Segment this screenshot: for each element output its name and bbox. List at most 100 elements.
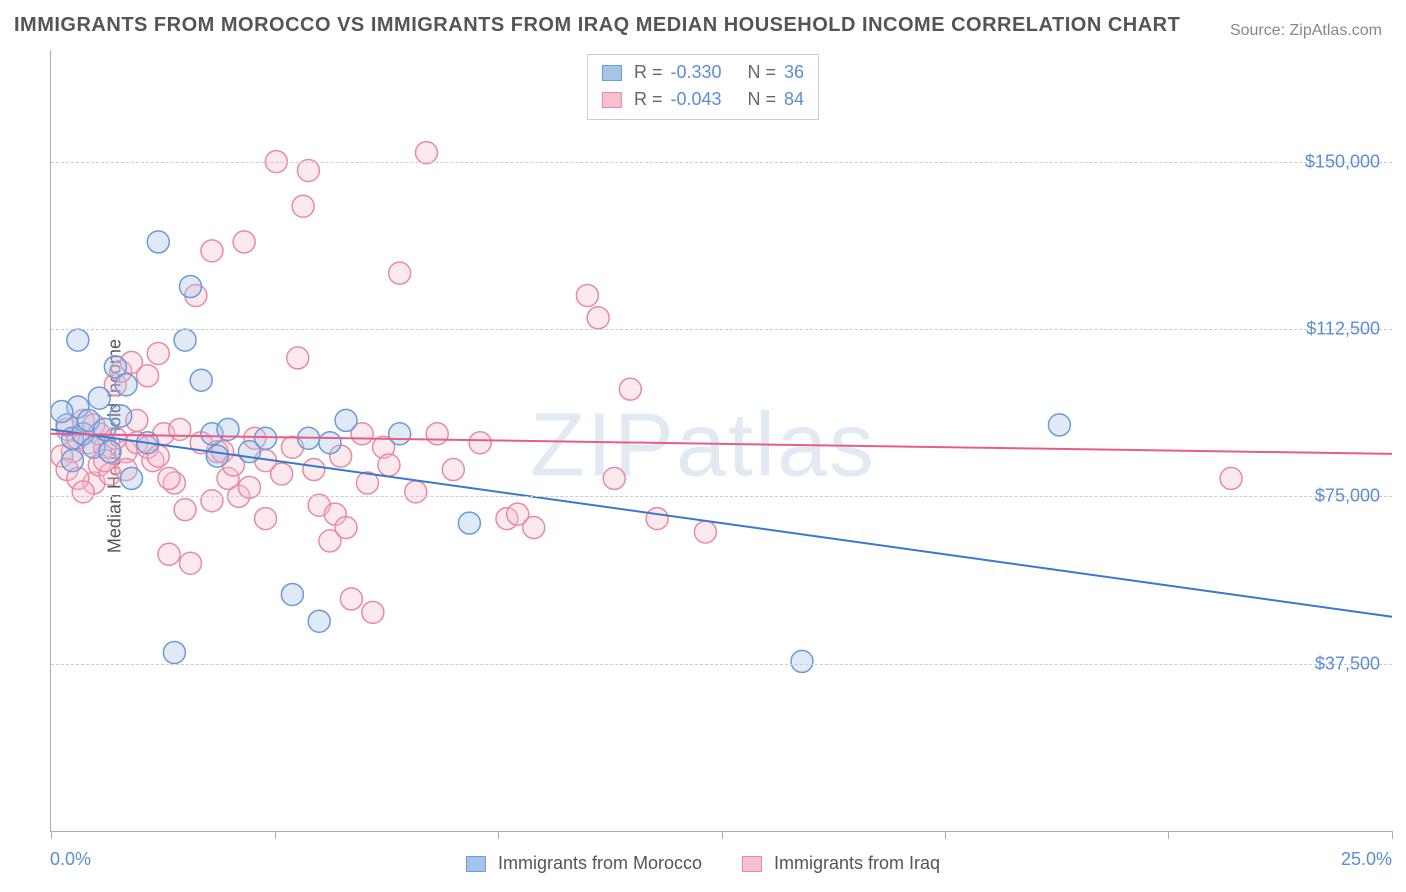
scatter-point <box>576 284 598 306</box>
scatter-point <box>281 583 303 605</box>
scatter-point <box>335 517 357 539</box>
x-tick <box>275 831 276 839</box>
scatter-point <box>72 481 94 503</box>
scatter-point <box>158 467 180 489</box>
N-label: N = <box>748 59 777 86</box>
scatter-point <box>115 374 137 396</box>
R-label: R = <box>634 86 663 113</box>
scatter-point <box>619 378 641 400</box>
legend-swatch-iraq-bottom <box>742 856 762 872</box>
scatter-point <box>179 552 201 574</box>
scatter-point <box>110 405 132 427</box>
scatter-point <box>287 347 309 369</box>
scatter-point <box>335 409 357 431</box>
scatter-point <box>442 459 464 481</box>
y-tick-label: $150,000 <box>1305 151 1380 172</box>
scatter-point <box>426 423 448 445</box>
scatter-plot-svg <box>51 50 1392 831</box>
N-label: N = <box>748 86 777 113</box>
scatter-point <box>415 142 437 164</box>
x-tick <box>1392 831 1393 839</box>
legend-item-morocco: Immigrants from Morocco <box>466 853 702 874</box>
gridline <box>51 496 1392 497</box>
scatter-point <box>163 641 185 663</box>
N-value-morocco: 36 <box>784 59 804 86</box>
scatter-point <box>206 445 228 467</box>
x-tick <box>722 831 723 839</box>
scatter-point <box>271 463 293 485</box>
scatter-point <box>99 441 121 463</box>
source-link[interactable]: ZipAtlas.com <box>1290 22 1382 39</box>
x-tick <box>945 831 946 839</box>
scatter-point <box>67 329 89 351</box>
plot-area: $37,500 $75,000 $112,500 $150,000 <box>50 50 1392 832</box>
scatter-point <box>469 432 491 454</box>
legend-swatch-iraq <box>602 92 622 108</box>
scatter-point <box>523 517 545 539</box>
scatter-point <box>169 418 191 440</box>
scatter-point <box>147 231 169 253</box>
scatter-point <box>201 240 223 262</box>
scatter-point <box>88 387 110 409</box>
scatter-point <box>255 508 277 530</box>
scatter-point <box>297 159 319 181</box>
gridline <box>51 329 1392 330</box>
scatter-point <box>303 459 325 481</box>
correlation-legend: R = -0.330 N = 36 R = -0.043 N = 84 <box>587 54 819 120</box>
scatter-point <box>791 650 813 672</box>
scatter-point <box>389 262 411 284</box>
scatter-point <box>51 400 73 422</box>
scatter-point <box>120 467 142 489</box>
scatter-point <box>137 365 159 387</box>
R-value-iraq: -0.043 <box>670 86 721 113</box>
scatter-point <box>292 195 314 217</box>
scatter-point <box>255 427 277 449</box>
scatter-point <box>158 543 180 565</box>
scatter-point <box>389 423 411 445</box>
scatter-point <box>190 369 212 391</box>
scatter-point <box>233 231 255 253</box>
trend-line <box>51 429 1392 616</box>
scatter-point <box>61 450 83 472</box>
scatter-point <box>362 601 384 623</box>
scatter-point <box>646 508 668 530</box>
legend-swatch-morocco-bottom <box>466 856 486 872</box>
legend-row-iraq: R = -0.043 N = 84 <box>602 86 804 113</box>
source-label: Source: <box>1230 22 1290 39</box>
R-label: R = <box>634 59 663 86</box>
scatter-point <box>174 329 196 351</box>
scatter-point <box>1220 467 1242 489</box>
scatter-point <box>308 610 330 632</box>
scatter-point <box>405 481 427 503</box>
scatter-point <box>147 342 169 364</box>
x-tick <box>1168 831 1169 839</box>
series-legend: Immigrants from Morocco Immigrants from … <box>466 853 940 874</box>
scatter-point <box>238 476 260 498</box>
chart-title: IMMIGRANTS FROM MOROCCO VS IMMIGRANTS FR… <box>14 14 1180 37</box>
scatter-point <box>694 521 716 543</box>
scatter-point <box>1048 414 1070 436</box>
R-value-morocco: -0.330 <box>670 59 721 86</box>
scatter-point <box>179 276 201 298</box>
scatter-point <box>201 490 223 512</box>
legend-label-morocco: Immigrants from Morocco <box>498 853 702 874</box>
scatter-point <box>378 454 400 476</box>
legend-swatch-morocco <box>602 65 622 81</box>
gridline <box>51 664 1392 665</box>
scatter-point <box>587 307 609 329</box>
scatter-point <box>174 499 196 521</box>
x-axis-min: 0.0% <box>50 849 91 870</box>
x-tick <box>498 831 499 839</box>
source-attribution: Source: ZipAtlas.com <box>1230 22 1382 40</box>
scatter-point <box>603 467 625 489</box>
legend-item-iraq: Immigrants from Iraq <box>742 853 940 874</box>
y-tick-label: $75,000 <box>1315 486 1380 507</box>
y-tick-label: $37,500 <box>1315 653 1380 674</box>
x-tick <box>51 831 52 839</box>
y-tick-label: $112,500 <box>1306 318 1380 339</box>
scatter-point <box>458 512 480 534</box>
gridline <box>51 162 1392 163</box>
N-value-iraq: 84 <box>784 86 804 113</box>
legend-row-morocco: R = -0.330 N = 36 <box>602 59 804 86</box>
legend-label-iraq: Immigrants from Iraq <box>774 853 940 874</box>
